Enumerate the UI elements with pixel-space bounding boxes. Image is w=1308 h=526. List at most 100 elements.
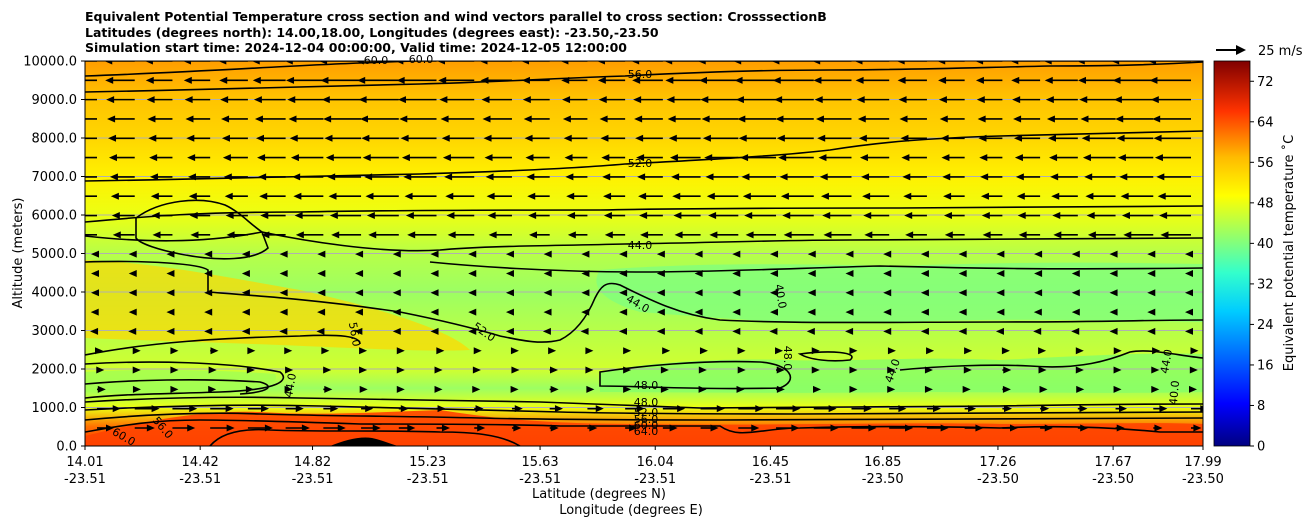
y-tick-label: 5000.0 xyxy=(32,247,78,262)
contour-label: 60.0 xyxy=(409,53,434,66)
wind-arrow-head xyxy=(148,134,157,142)
x-tick-label-lon: -23.50 xyxy=(1092,472,1134,487)
wind-arrow-head xyxy=(903,192,912,200)
wind-arrow-head xyxy=(694,327,703,335)
wind-arrow-head xyxy=(887,385,896,393)
contour-48-right xyxy=(797,350,1203,371)
x-tick-label-lon: -23.51 xyxy=(179,472,221,487)
wind-arrow-head xyxy=(144,61,153,65)
wind-arrow-head xyxy=(436,347,445,355)
wind-arrow-head xyxy=(246,366,255,374)
contour-52 xyxy=(85,130,1203,182)
wind-arrow-head xyxy=(337,424,346,432)
wind-arrow-head xyxy=(182,61,191,65)
wind-arrow-head xyxy=(901,154,910,162)
wind-arrow-head xyxy=(708,212,717,220)
wind-arrow-head xyxy=(90,308,99,316)
wind-arrow-head xyxy=(523,115,532,123)
wind-arrow-head xyxy=(864,231,873,239)
wind-arrow-head xyxy=(218,61,227,65)
wind-arrow-head xyxy=(487,212,496,220)
wind-arrow-head xyxy=(1012,96,1021,104)
wind-arrow-head xyxy=(260,212,269,220)
contour-44-low-left xyxy=(85,379,269,395)
y-tick-label: 7000.0 xyxy=(32,170,78,185)
wind-arrow-head xyxy=(295,231,304,239)
wind-arrow-head xyxy=(261,405,270,413)
wind-arrow-head xyxy=(447,231,456,239)
x-tick-label-lon: -23.50 xyxy=(977,472,1019,487)
wind-arrow-head xyxy=(439,96,448,104)
wind-arrow-head xyxy=(323,115,332,123)
wind-arrow-head xyxy=(619,308,628,316)
wind-arrow-head xyxy=(580,327,589,335)
wind-arrow-head xyxy=(145,76,154,84)
x-tick-label-lat: 16.45 xyxy=(752,455,789,470)
contour-label: 44.0 xyxy=(628,239,653,252)
wind-arrow-head xyxy=(548,347,557,355)
wind-arrow-head xyxy=(355,250,364,258)
wind-arrow-head xyxy=(769,327,778,335)
wind-arrow-head xyxy=(807,269,816,277)
wind-arrow-head xyxy=(166,269,175,277)
wind-arrow-head xyxy=(359,115,368,123)
wind-arrow-head xyxy=(732,269,741,277)
wind-arrow-head xyxy=(477,424,486,432)
wind-arrow-head xyxy=(635,134,644,142)
wind-arrow-head xyxy=(485,173,494,181)
wind-arrow-head xyxy=(526,173,535,181)
wind-arrow-head xyxy=(1038,347,1047,355)
wind-arrow-head xyxy=(407,424,416,432)
wind-arrow-head xyxy=(975,61,984,65)
wind-arrow-head xyxy=(355,289,364,297)
wind-arrow-head xyxy=(392,327,401,335)
contour-40-region xyxy=(429,261,1203,273)
wind-arrow-head xyxy=(817,134,826,142)
wind-arrow-head xyxy=(640,231,649,239)
wind-arrow-head xyxy=(365,192,374,200)
wind-arrow-head xyxy=(434,366,443,374)
wind-arrow-head xyxy=(354,308,363,316)
y-tick-label: 4000.0 xyxy=(32,286,78,301)
wind-arrow-head xyxy=(317,308,326,316)
wind-arrow-head xyxy=(1017,212,1026,220)
wind-arrow-head xyxy=(187,424,196,432)
wind-arrow-head xyxy=(735,96,744,104)
wind-arrow-head xyxy=(112,231,121,239)
wind-arrow-head xyxy=(958,289,967,297)
wind-arrow-head xyxy=(543,289,552,297)
wind-arrow-head xyxy=(325,154,334,162)
wind-arrow-head xyxy=(1081,134,1090,142)
contour-48-loop xyxy=(135,199,269,260)
wind-arrow-head xyxy=(638,192,647,200)
wind-arrow-head xyxy=(619,250,628,258)
chart-title-line-1: Equivalent Potential Temperature cross s… xyxy=(85,9,827,24)
wind-arrow-head xyxy=(732,327,741,335)
wind-arrow-head xyxy=(226,424,235,432)
wind-arrow-head xyxy=(319,61,328,65)
wind-arrow-head xyxy=(962,385,971,393)
wind-arrow-head xyxy=(1154,424,1163,432)
wind-arrow-head xyxy=(883,327,892,335)
wind-arrow-head xyxy=(550,385,559,393)
contour-label: 40.0 xyxy=(772,283,789,309)
wind-arrow-head xyxy=(854,61,863,65)
wind-arrow-head xyxy=(1013,115,1022,123)
wind-arrow-head xyxy=(354,327,363,335)
wind-arrow-head xyxy=(403,173,412,181)
wind-arrow-head xyxy=(1075,347,1084,355)
wind-arrow-head xyxy=(1157,192,1166,200)
contour-60 xyxy=(85,61,434,77)
wind-arrow-head xyxy=(567,231,576,239)
wind-arrow-head xyxy=(845,250,854,258)
wind-arrow-head xyxy=(132,385,141,393)
wind-arrow-head xyxy=(964,347,973,355)
x-tick-label-lon: -23.50 xyxy=(1182,472,1224,487)
wind-arrow-head xyxy=(701,115,710,123)
wind-arrow-head xyxy=(221,134,230,142)
wind-arrow-head xyxy=(407,231,416,239)
wind-arrow-head xyxy=(943,212,952,220)
wind-arrow-head xyxy=(434,385,443,393)
wind-arrow-head xyxy=(528,212,537,220)
wind-arrow-head xyxy=(770,250,779,258)
